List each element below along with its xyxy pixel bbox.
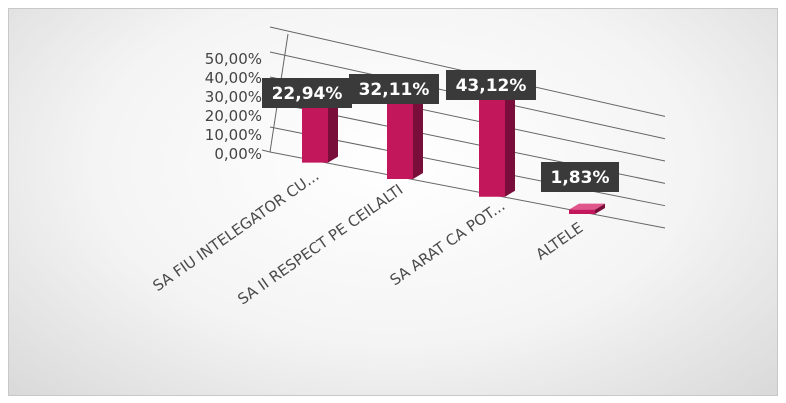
bars: [302, 87, 605, 215]
bar-side: [328, 101, 338, 163]
axis-edge: [261, 149, 271, 153]
data-label: 32,11%: [349, 74, 439, 104]
bar: [302, 101, 338, 163]
bar-front: [569, 209, 595, 215]
data-label-box: [446, 70, 536, 100]
data-label-text: 1,83%: [551, 168, 610, 188]
bar: [569, 203, 605, 215]
chart-area: [8, 8, 778, 396]
bar-front: [479, 93, 505, 197]
data-label-box: [262, 78, 352, 108]
x-category-label: SA II RESPECT PE CEILALTI: [234, 181, 406, 309]
data-label-text: 43,12%: [456, 76, 527, 96]
bar-top: [569, 203, 605, 210]
gridline: [269, 151, 666, 229]
bar-front: [302, 107, 328, 163]
x-category-label: SA FIU INTELEGATOR CU...: [149, 167, 322, 296]
y-tick-label: 30,00%: [205, 88, 262, 106]
data-label-text: 22,94%: [272, 84, 343, 104]
data-label: 1,83%: [541, 162, 619, 192]
data-label-box: [349, 74, 439, 104]
y-tick-label: 10,00%: [205, 126, 262, 144]
bar-side: [505, 87, 515, 197]
data-label-box: [541, 162, 619, 192]
category-labels: SA FIU INTELEGATOR CU...SA II RESPECT PE…: [149, 167, 586, 309]
bar-front: [387, 101, 413, 180]
y-axis-ticks: 0,00%10,00%20,00%30,00%40,00%50,00%: [205, 50, 262, 163]
y-tick-label: 20,00%: [205, 107, 262, 125]
data-label: 43,12%: [446, 70, 536, 100]
bar: [479, 87, 515, 197]
data-label-text: 32,11%: [359, 80, 430, 100]
bar-side: [413, 95, 423, 180]
y-tick-label: 40,00%: [205, 69, 262, 87]
x-category-label: ALTELE: [533, 219, 587, 264]
bar-side: [595, 203, 605, 215]
y-tick-label: 0,00%: [214, 145, 262, 163]
data-label: 22,94%: [262, 78, 352, 108]
data-labels: 22,94% 32,11% 43,12% 1,83%: [262, 70, 619, 192]
bar: [387, 95, 423, 180]
y-tick-label: 50,00%: [205, 50, 262, 68]
x-category-label: SA ARAT CA POT...: [387, 197, 509, 290]
